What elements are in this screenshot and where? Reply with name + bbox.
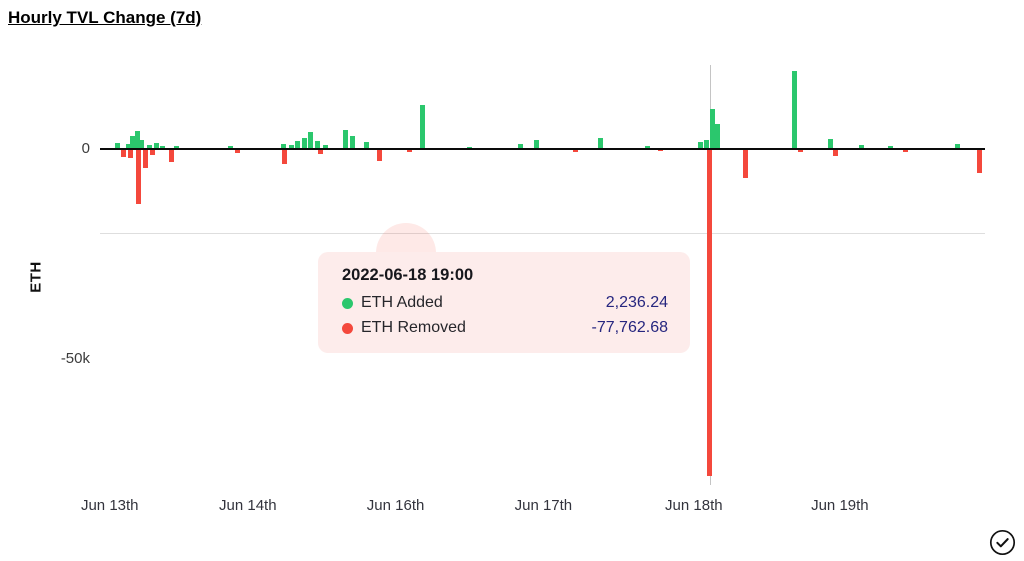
- bar-added[interactable]: [323, 144, 329, 149]
- chart-tooltip: 2022-06-18 19:00 ETH Added 2,236.24 ETH …: [318, 252, 690, 353]
- bar-added[interactable]: [173, 146, 179, 149]
- plot-area[interactable]: 0 -50k Jun 13th Jun 14th Jun 16th Jun 17th Jun…: [61, 65, 985, 514]
- bar-added[interactable]: [517, 143, 523, 149]
- bar-added[interactable]: [363, 142, 369, 149]
- bar-added[interactable]: [715, 123, 721, 149]
- bar-added[interactable]: [315, 141, 321, 149]
- bar-added[interactable]: [349, 136, 355, 149]
- tooltip-timestamp: 2022-06-18 19:00: [342, 266, 474, 284]
- bar-added[interactable]: [160, 145, 166, 149]
- bar-added[interactable]: [597, 138, 603, 149]
- verified-check-button[interactable]: [988, 528, 1016, 556]
- bar-added[interactable]: [887, 145, 893, 149]
- check-icon: [989, 529, 1015, 555]
- bar-removed[interactable]: [797, 149, 803, 153]
- x-tick-label: Jun 14th: [219, 497, 277, 514]
- bar-added[interactable]: [147, 144, 153, 149]
- bar-added[interactable]: [294, 140, 300, 149]
- bar-added[interactable]: [342, 129, 348, 149]
- bar-removed[interactable]: [149, 149, 155, 156]
- bar-removed[interactable]: [281, 149, 287, 164]
- x-tick-label: Jun 16th: [366, 497, 425, 514]
- bar-removed[interactable]: [169, 149, 175, 162]
- bar-added[interactable]: [827, 138, 833, 149]
- zero-axis-line: [100, 148, 985, 150]
- bar-added[interactable]: [645, 145, 651, 149]
- bar-removed[interactable]: [407, 149, 413, 153]
- bar-added[interactable]: [280, 143, 286, 149]
- eth-removed-dot-icon: [342, 322, 353, 334]
- bar-removed[interactable]: [234, 149, 240, 154]
- bar-added[interactable]: [859, 144, 865, 149]
- tooltip-removed-label: ETH Removed: [361, 319, 466, 336]
- bar-added[interactable]: [697, 142, 703, 149]
- bar-removed[interactable]: [902, 149, 908, 152]
- tooltip-removed-left: ETH Removed: [342, 319, 466, 337]
- tooltip-removed-value: -77,762.68: [591, 319, 668, 336]
- bar-added[interactable]: [154, 143, 160, 149]
- tooltip-row-added: ETH Added 2,236.24: [342, 294, 668, 312]
- bar-added[interactable]: [125, 143, 131, 149]
- bar-added[interactable]: [533, 139, 539, 149]
- bar-added[interactable]: [134, 131, 140, 149]
- page-title: Hourly TVL Change (7d): [8, 8, 202, 27]
- bar-removed[interactable]: [657, 149, 663, 152]
- bar-added[interactable]: [139, 139, 145, 149]
- bar-removed[interactable]: [832, 149, 838, 156]
- bar-added[interactable]: [115, 142, 121, 149]
- tooltip-added-label: ETH Added: [361, 294, 443, 311]
- bar-removed[interactable]: [142, 149, 148, 168]
- bar-added[interactable]: [130, 136, 136, 149]
- bar-removed[interactable]: [977, 149, 983, 174]
- x-tick-label: Jun 18th: [665, 497, 723, 514]
- bar-added[interactable]: [227, 146, 233, 149]
- tooltip-added-left: ETH Added: [342, 294, 443, 312]
- bar-removed[interactable]: [572, 149, 578, 152]
- x-tick-label: Jun 17th: [514, 497, 573, 514]
- bar-removed[interactable]: [128, 149, 134, 159]
- bar-added[interactable]: [419, 104, 425, 149]
- bar-added[interactable]: [703, 139, 709, 149]
- x-tick-label: Jun 19th: [811, 497, 869, 514]
- tooltip-added-value: 2,236.24: [605, 294, 668, 311]
- x-tick-label: Jun 13th: [80, 497, 139, 514]
- bar-added[interactable]: [308, 132, 314, 149]
- bar-added[interactable]: [709, 109, 715, 149]
- bar-added[interactable]: [288, 145, 294, 149]
- tooltip-row-removed: ETH Removed -77,762.68: [342, 319, 668, 337]
- y-tick-label: 0: [81, 140, 90, 157]
- bar-added[interactable]: [467, 146, 473, 149]
- bar-removed[interactable]: [742, 149, 748, 179]
- eth-added-dot-icon: [342, 297, 353, 309]
- bar-removed[interactable]: [121, 149, 127, 157]
- bar-added[interactable]: [955, 143, 961, 149]
- y-axis-label: ETH: [27, 261, 45, 293]
- bar-removed[interactable]: [317, 149, 323, 155]
- bar-removed[interactable]: [377, 149, 383, 161]
- bar-added[interactable]: [301, 138, 307, 149]
- y-tick-label: -50k: [60, 350, 90, 367]
- bar-removed[interactable]: [707, 149, 713, 476]
- bar-added[interactable]: [792, 71, 798, 149]
- y-gridline: [100, 233, 985, 234]
- bar-removed[interactable]: [135, 149, 141, 204]
